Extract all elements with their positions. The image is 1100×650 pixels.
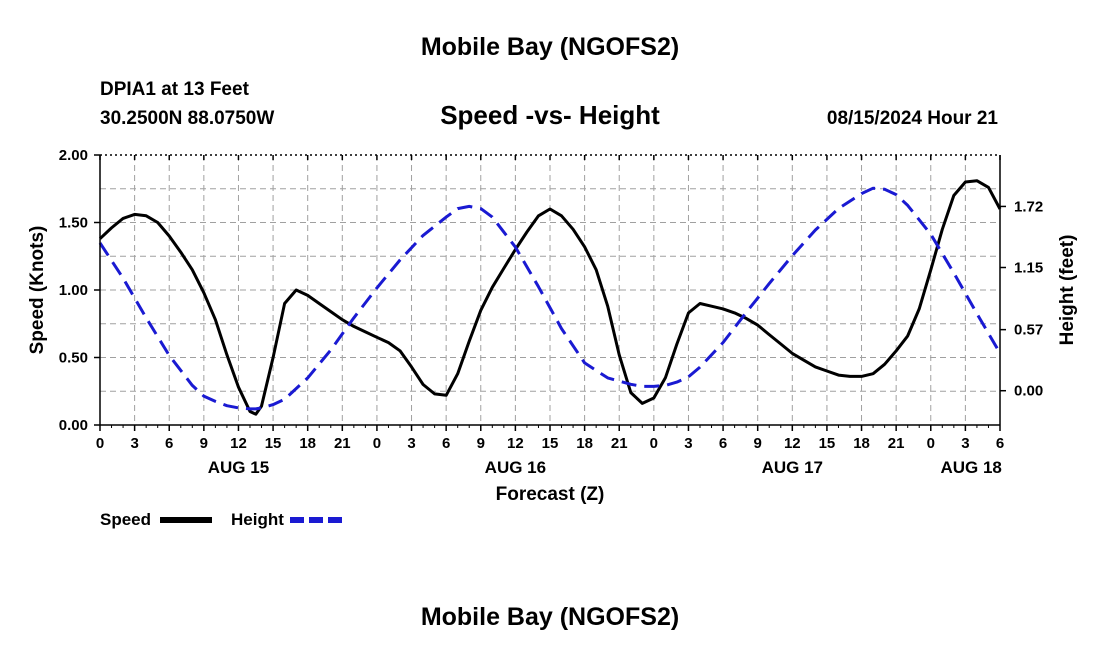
x-tick-label: 3 (684, 435, 692, 452)
x-tick-label: 9 (754, 435, 762, 452)
x-tick-label: 15 (819, 435, 836, 452)
x-tick-label: 6 (442, 435, 450, 452)
y-tick-label: 1.50 (59, 215, 88, 232)
y2-axis-label: Height (feet) (1057, 235, 1078, 346)
y2-tick-label: 0.57 (1014, 322, 1043, 339)
x-tick-label: 12 (784, 435, 801, 452)
x-axis-label: Forecast (Z) (496, 484, 605, 505)
date-label: AUG 15 (208, 458, 269, 477)
x-tick-label: 15 (265, 435, 282, 452)
legend-height-label: Height (231, 510, 284, 529)
y2-tick-label: 1.15 (1014, 260, 1043, 277)
y-tick-label: 2.00 (59, 147, 88, 164)
series-speed-line (98, 179, 1002, 416)
axes: 0 3 6 9 12 15 18 21 0 3 6 9 12 15 18 21 0 3 6 9 12 15 18 21 0 3 6 A… (59, 147, 1043, 477)
grid (100, 155, 1000, 425)
chart-subtitle: Speed -vs- Height (440, 100, 660, 130)
main-title: Mobile Bay (NGOFS2) (421, 33, 679, 61)
date-label: AUG 17 (762, 458, 823, 477)
y2-tick-label: 0.00 (1014, 383, 1043, 400)
x-tick-label: 21 (334, 435, 351, 452)
x-tick-label: 0 (650, 435, 658, 452)
x-tick-label: 0 (373, 435, 381, 452)
legend: Speed Height (100, 510, 342, 529)
x-tick-label: 12 (230, 435, 247, 452)
x-tick-label: 15 (542, 435, 559, 452)
x-tick-label: 12 (507, 435, 524, 452)
x-tick-label: 9 (477, 435, 485, 452)
x-tick-label: 6 (719, 435, 727, 452)
plot-series (98, 179, 1002, 416)
station-label: DPIA1 at 13 Feet (100, 79, 250, 100)
coordinates-label: 30.2500N 88.0750W (100, 108, 274, 129)
x-tick-label: 18 (853, 435, 870, 452)
x-tick-label: 21 (888, 435, 905, 452)
x-tick-label: 3 (961, 435, 969, 452)
date-label: AUG 16 (485, 458, 546, 477)
footer-title: Mobile Bay (NGOFS2) (421, 603, 679, 631)
x-tick-label: 0 (96, 435, 104, 452)
legend-speed-label: Speed (100, 510, 151, 529)
x-tick-label: 18 (299, 435, 316, 452)
date-label: AUG 18 (940, 458, 1001, 477)
y2-tick-label: 1.72 (1014, 198, 1043, 215)
x-tick-label: 9 (200, 435, 208, 452)
x-tick-label: 3 (407, 435, 415, 452)
x-tick-label: 6 (996, 435, 1004, 452)
forecast-time-label: 08/15/2024 Hour 21 (827, 108, 999, 129)
y-tick-label: 0.00 (59, 417, 88, 434)
x-tick-label: 0 (927, 435, 935, 452)
x-tick-label: 6 (165, 435, 173, 452)
x-tick-label: 18 (576, 435, 593, 452)
y-tick-label: 1.00 (59, 282, 88, 299)
series-height-line (98, 186, 1002, 411)
y-axis-label: Speed (Knots) (27, 226, 48, 355)
x-tick-label: 21 (611, 435, 628, 452)
y-tick-label: 0.50 (59, 350, 88, 367)
x-tick-label: 3 (130, 435, 138, 452)
